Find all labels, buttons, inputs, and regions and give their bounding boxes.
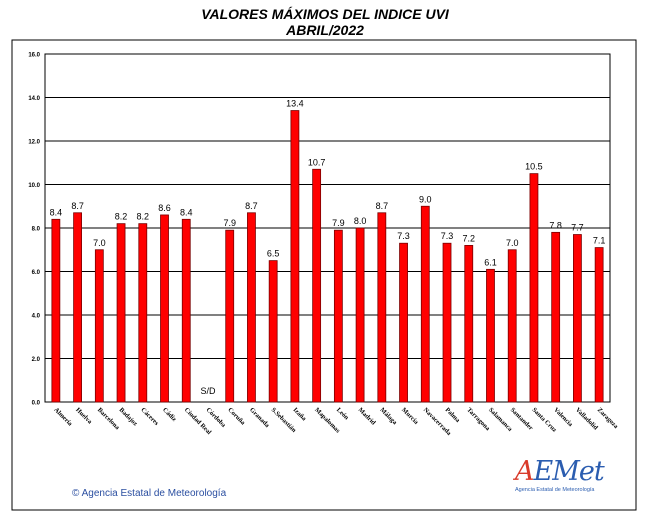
x-tick-label: Cádiz <box>161 406 178 423</box>
x-tick-label: Málaga <box>378 406 398 426</box>
bar-madrid <box>355 227 365 403</box>
bar-santander <box>507 249 517 403</box>
x-tick-label: Huelva <box>74 406 94 426</box>
bar-c-ceres <box>138 223 148 403</box>
x-tick-label: Valladolid <box>574 406 599 431</box>
y-tick-label: 6.0 <box>32 270 41 276</box>
chart-subtitle: ABRIL/2022 <box>286 22 364 38</box>
bar-value-label: 10.5 <box>525 162 543 172</box>
x-tick-label: Almería <box>52 406 74 428</box>
chart-title: VALORES MÁXIMOS DEL INDICE UVI <box>201 6 449 22</box>
chart-title-block: VALORES MÁXIMOS DEL INDICE UVI ABRIL/202… <box>0 6 650 38</box>
aemet-logo: AEMet Agencia Estatal de Meteorología <box>515 458 615 504</box>
x-tick-label: Palma <box>444 406 462 424</box>
bar-s-sebasti-n <box>268 260 278 403</box>
bar-value-label: 8.2 <box>137 212 150 222</box>
x-tick-label: Madrid <box>357 406 377 426</box>
aemet-logo-mark: AEMet <box>515 456 605 487</box>
bar-value-label: 8.2 <box>115 212 128 222</box>
bar-navacerrada <box>420 205 430 403</box>
y-tick-label: 14.0 <box>28 96 40 102</box>
bar-value-label: 7.0 <box>93 238 106 248</box>
bar-le-n <box>333 229 343 403</box>
outer-border <box>11 39 637 511</box>
x-tick-label: Cáceres <box>139 406 160 427</box>
bar-almer-a <box>51 218 61 403</box>
x-tick-label: Granada <box>248 406 271 429</box>
plot-border <box>44 53 611 403</box>
y-tick-label: 0.0 <box>32 401 41 407</box>
bar-value-label: 7.3 <box>397 231 410 241</box>
bar-value-label: 8.0 <box>354 216 367 226</box>
bar-value-label: 7.2 <box>462 233 475 243</box>
bar-mapalomas <box>312 168 322 403</box>
aemet-logo-subtitle: Agencia Estatal de Meteorología <box>515 487 595 493</box>
x-tick-label: Murcia <box>400 406 420 426</box>
bar-value-label: 6.5 <box>267 249 280 259</box>
bar-coru-a <box>225 229 235 403</box>
bar-zaragoza <box>594 247 604 403</box>
bar-value-label: 8.4 <box>50 207 63 217</box>
bar-ciudad-real <box>181 218 191 403</box>
x-tick-label: Coruña <box>226 406 247 427</box>
bar-value-label: 8.7 <box>245 201 258 211</box>
bar-huelva <box>73 212 82 403</box>
bar-value-label: 7.9 <box>223 218 236 228</box>
bar-salamanca <box>486 268 495 403</box>
bar-barcelona <box>94 249 104 403</box>
bar-iza-a <box>290 110 300 403</box>
bar-value-label: 9.0 <box>419 194 432 204</box>
bar-granada <box>247 212 256 403</box>
bar-value-label: 7.8 <box>549 220 562 230</box>
bar-badajoz <box>116 223 126 403</box>
bar-valladolid <box>573 234 582 403</box>
x-tick-label: Izaña <box>291 406 307 422</box>
bar-value-label: 8.4 <box>180 207 193 217</box>
bar-value-label: 8.7 <box>71 201 84 211</box>
y-tick-label: 12.0 <box>28 140 40 146</box>
bar-m-laga <box>377 212 387 403</box>
bar-value-label: S/D <box>200 386 216 396</box>
y-tick-label: 8.0 <box>32 227 41 233</box>
bar-santa-cruz <box>529 173 539 403</box>
bar-value-label: 7.9 <box>332 218 345 228</box>
bar-palma <box>442 242 452 403</box>
y-tick-label: 2.0 <box>32 357 41 363</box>
x-tick-label: León <box>335 406 350 421</box>
bar-value-label: 8.7 <box>376 201 389 211</box>
bar-value-label: 10.7 <box>308 157 326 167</box>
bar-value-label: 7.0 <box>506 238 519 248</box>
y-tick-label: 16.0 <box>28 53 40 59</box>
bar-value-label: 8.6 <box>158 203 171 213</box>
y-tick-label: 4.0 <box>32 314 41 320</box>
bar-value-label: 6.1 <box>484 257 497 267</box>
bar-valencia <box>551 231 561 403</box>
bar-value-label: 7.1 <box>593 236 606 246</box>
bar-murcia <box>399 242 408 403</box>
bar-value-label: 7.3 <box>441 231 454 241</box>
y-tick-label: 10.0 <box>28 183 40 189</box>
x-tick-label: Badajoz <box>118 406 139 427</box>
bar-value-label: 7.7 <box>571 223 584 233</box>
bar-tarragona <box>464 244 474 403</box>
x-tick-label: Zaragoza <box>596 406 620 430</box>
bar-value-label: 13.4 <box>286 99 304 109</box>
bar-c-diz <box>160 214 169 403</box>
copyright-notice: © Agencia Estatal de Meteorología <box>72 488 227 499</box>
